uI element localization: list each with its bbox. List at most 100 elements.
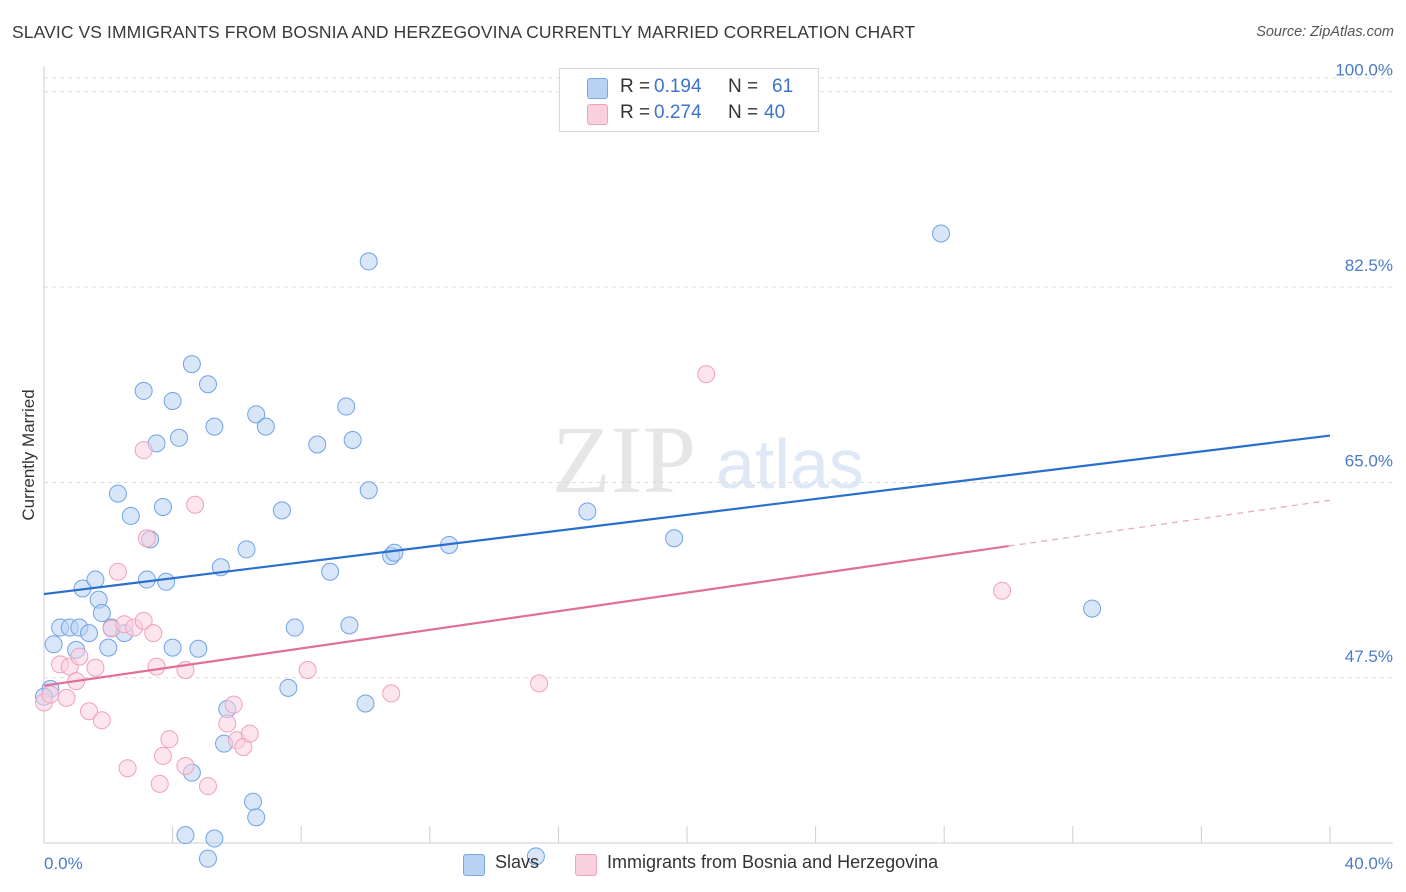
point-slavs	[163, 391, 182, 410]
point-bosnia	[41, 685, 60, 704]
point-bosnia	[118, 759, 137, 778]
legend-n-label: N =	[728, 102, 759, 123]
point-bosnia	[134, 611, 153, 630]
legend-r-value: 0.274	[654, 102, 702, 123]
y-axis-label: Currently Married	[19, 389, 38, 520]
point-bosnia	[240, 724, 259, 743]
axes	[43, 66, 1393, 844]
y-tick-label: 100.0%	[1335, 61, 1393, 80]
legend-r-label: R =	[620, 76, 651, 97]
point-slavs	[205, 417, 224, 436]
trend-line-bosnia	[43, 544, 1009, 687]
point-slavs	[247, 808, 266, 827]
point-bosnia	[144, 624, 163, 643]
legend-r-value: 0.194	[654, 76, 702, 97]
point-slavs	[526, 847, 545, 866]
point-slavs	[205, 829, 224, 848]
point-bosnia	[697, 365, 716, 384]
source-credit: Source: ZipAtlas.com	[1256, 24, 1394, 40]
point-bosnia	[92, 711, 111, 730]
point-bosnia	[150, 774, 169, 793]
point-bosnia	[218, 714, 237, 733]
point-slavs	[243, 792, 262, 811]
trend-line-slavs	[43, 434, 1331, 596]
point-slavs	[163, 638, 182, 657]
point-slavs	[578, 502, 597, 521]
point-slavs	[256, 417, 275, 436]
point-slavs	[121, 506, 140, 525]
legend-swatch-slavs	[587, 78, 608, 99]
point-bosnia	[137, 529, 156, 548]
point-slavs	[340, 616, 359, 635]
point-slavs	[92, 604, 111, 623]
y-tick-label: 65.0%	[1345, 451, 1393, 470]
point-slavs	[108, 484, 127, 503]
point-bosnia	[153, 746, 172, 765]
point-bosnia	[86, 658, 105, 677]
point-slavs	[1083, 599, 1102, 618]
point-bosnia	[298, 660, 317, 679]
watermark: ZIP atlas	[552, 406, 864, 513]
point-slavs	[359, 481, 378, 500]
watermark-atlas: atlas	[716, 425, 864, 503]
point-slavs	[665, 529, 684, 548]
legend-n-value: 61	[772, 76, 794, 97]
point-bosnia	[70, 647, 89, 666]
series-label-bosnia: Immigrants from Bosnia and Herzegovina	[607, 852, 939, 872]
point-bosnia	[224, 695, 243, 714]
trend-lines	[43, 434, 1331, 687]
point-bosnia	[198, 777, 217, 796]
point-slavs	[170, 428, 189, 447]
point-bosnia	[147, 657, 166, 676]
legend-r-label: R =	[620, 102, 651, 123]
point-slavs	[44, 635, 63, 654]
point-bosnia	[108, 562, 127, 581]
point-slavs	[198, 375, 217, 394]
series-label-slavs: Slavs	[495, 852, 540, 872]
point-slavs	[134, 381, 153, 400]
point-slavs	[157, 572, 176, 591]
point-bosnia	[176, 756, 195, 775]
y-tick-label: 47.5%	[1345, 647, 1393, 666]
point-slavs	[343, 431, 362, 450]
chart-title: SLAVIC VS IMMIGRANTS FROM BOSNIA AND HER…	[12, 22, 916, 42]
point-slavs	[247, 405, 266, 424]
point-slavs	[359, 252, 378, 271]
x-tick-label-max: 40.0%	[1345, 854, 1393, 873]
point-slavs	[189, 639, 208, 658]
scatter-points	[35, 224, 1102, 868]
point-slavs	[337, 397, 356, 416]
point-slavs	[356, 694, 375, 713]
point-slavs	[279, 678, 298, 697]
watermark-zip: ZIP	[552, 406, 696, 513]
x-tick-label-min: 0.0%	[44, 854, 83, 873]
point-bosnia	[993, 581, 1012, 600]
point-slavs	[86, 570, 105, 589]
legend-swatch-bosnia	[587, 104, 608, 125]
point-slavs	[198, 849, 217, 868]
legend-n-value: 40	[764, 102, 786, 123]
point-bosnia	[186, 495, 205, 514]
legend-n-label: N =	[728, 76, 759, 97]
point-bosnia	[134, 441, 153, 460]
point-slavs	[308, 435, 327, 454]
point-bosnia	[80, 702, 99, 721]
point-bosnia	[530, 674, 549, 693]
point-slavs	[321, 562, 340, 581]
point-slavs	[385, 543, 404, 562]
point-slavs	[931, 224, 950, 243]
y-tick-labels: 47.5% 65.0% 82.5% 100.0%	[1335, 61, 1393, 666]
point-slavs	[237, 540, 256, 559]
point-slavs	[99, 638, 118, 657]
point-bosnia	[382, 684, 401, 703]
point-slavs	[80, 624, 99, 643]
point-bosnia	[57, 688, 76, 707]
point-slavs	[272, 501, 291, 520]
correlation-legend: R = 0.194 N = 61 R = 0.274 N = 40	[559, 68, 819, 132]
y-tick-label: 82.5%	[1345, 256, 1393, 275]
series-swatch-bosnia	[575, 854, 597, 876]
point-slavs	[182, 355, 201, 374]
trend-extension-bosnia	[1008, 499, 1331, 547]
series-swatch-slavs	[463, 854, 485, 876]
